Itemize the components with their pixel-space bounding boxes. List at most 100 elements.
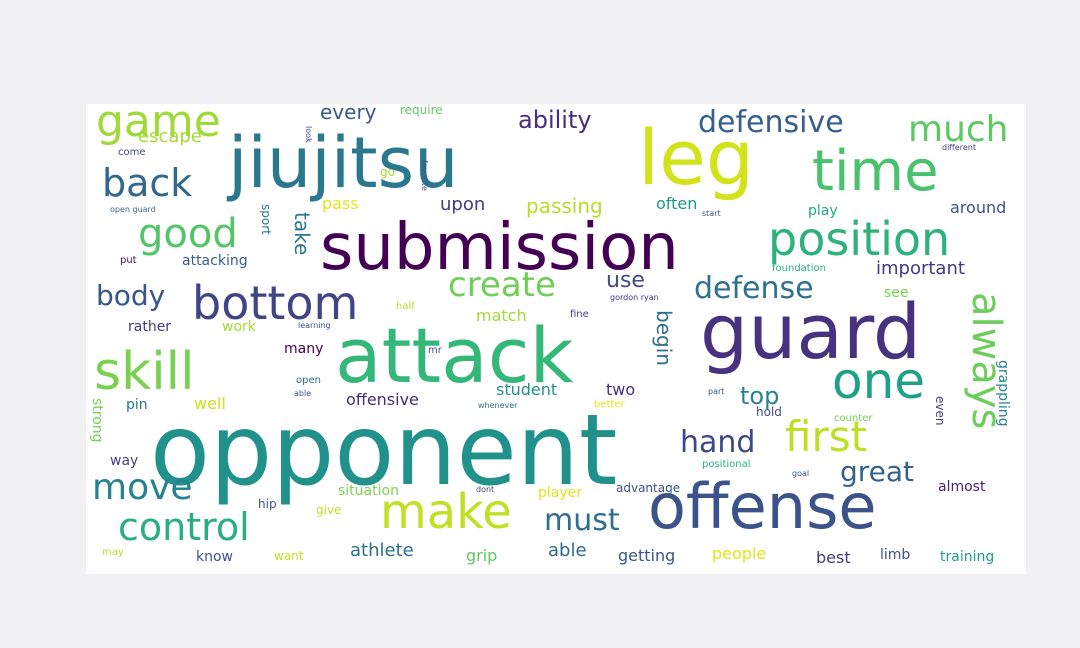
word-whenever: whenever <box>478 401 518 410</box>
word-learning: learning <box>298 321 331 330</box>
word-good: good <box>138 211 238 257</box>
word-control: control <box>118 505 250 549</box>
word-guard: guard <box>700 287 922 376</box>
word-grappling: grappling <box>995 360 1011 427</box>
word-jiujitsu: jiujitsu <box>228 122 459 204</box>
word-able: able <box>294 389 312 398</box>
word-make: make <box>380 484 512 540</box>
word-situation: situation <box>338 483 399 499</box>
word-time: time <box>812 139 939 204</box>
word-may: may <box>102 547 124 558</box>
word-see: see <box>884 285 909 301</box>
word-often: often <box>656 194 698 213</box>
word-give: give <box>316 503 342 517</box>
word-defense: defense <box>694 271 814 306</box>
word-way: way <box>110 453 139 469</box>
word-every: every <box>320 104 377 124</box>
word-favorite: favorite <box>420 160 429 191</box>
word-sport: sport <box>259 204 273 235</box>
word-half: half <box>396 301 415 312</box>
word-create: create <box>448 265 556 305</box>
word-pin: pin <box>126 397 148 413</box>
word-different: different <box>942 143 976 152</box>
word-pass: pass <box>322 194 359 213</box>
word-limb: limb <box>880 547 911 563</box>
word-move: move <box>92 467 193 508</box>
word-leg: leg <box>638 113 755 202</box>
word-better: better <box>594 399 625 410</box>
word-open: open <box>296 375 321 386</box>
word-player: player <box>538 485 583 501</box>
word-body: body <box>96 279 166 312</box>
word-passing: passing <box>526 194 603 218</box>
word-almost: almost <box>938 479 986 495</box>
word-people: people <box>712 544 767 563</box>
word-submission: submission <box>320 211 679 285</box>
word-advantage: advantage <box>616 481 681 495</box>
word-around: around <box>950 198 1007 217</box>
word-dont: dont <box>476 485 495 494</box>
word-hip: hip <box>258 497 277 511</box>
word-athlete: athlete <box>350 540 414 561</box>
word-defensive: defensive <box>698 105 844 140</box>
word-important: important <box>876 258 965 279</box>
word-game: game <box>96 104 221 147</box>
word-student: student <box>496 380 558 399</box>
word-put: put <box>120 255 137 266</box>
word-grip: grip <box>466 546 498 565</box>
word-ability: ability <box>518 106 592 134</box>
word-bottom: bottom <box>192 276 359 330</box>
word-hand: hand <box>680 425 756 460</box>
word-fine: fine <box>570 309 589 320</box>
word-much: much <box>908 109 1009 150</box>
word-go: go <box>380 165 395 179</box>
word-start: start <box>702 209 721 218</box>
word-top: top <box>740 382 780 410</box>
word-begin: begin <box>652 310 676 366</box>
word-skill: skill <box>94 342 195 402</box>
word-training: training <box>940 549 995 565</box>
word-getting: getting <box>618 546 676 565</box>
word-open-guard: open guard <box>110 205 156 214</box>
word-rather: rather <box>128 319 172 335</box>
word-require: require <box>400 104 443 117</box>
word-goal: goal <box>792 469 810 478</box>
word-even: even <box>933 396 947 426</box>
word-come: come <box>118 147 146 158</box>
word-know: know <box>196 549 233 565</box>
word-look: look <box>304 126 313 143</box>
word-one: one <box>832 352 926 410</box>
word-play: play <box>808 203 838 219</box>
word-foundation: foundation <box>772 263 826 274</box>
word-must: must <box>544 503 620 538</box>
word-two: two <box>606 380 636 399</box>
word-first: first <box>785 412 868 461</box>
word-opponent: opponent <box>150 394 618 508</box>
word-match: match <box>476 306 527 325</box>
word-hold: hold <box>756 405 782 419</box>
word-back: back <box>102 161 193 205</box>
word-upon: upon <box>440 194 486 215</box>
word-take: take <box>290 212 314 256</box>
word-many: many <box>284 341 324 357</box>
word-cloud-panel: opponent attack jiujitsu submission leg guard… <box>86 104 1026 574</box>
word-positional: positional <box>702 459 751 470</box>
word-part: part <box>708 387 725 396</box>
word-use: use <box>606 268 645 293</box>
word-best: best <box>816 548 851 567</box>
word-able: able <box>548 540 587 561</box>
word-offensive: offensive <box>346 390 419 409</box>
word-well: well <box>194 394 226 413</box>
word-work: work <box>222 319 256 335</box>
word-mr: mr <box>428 345 442 356</box>
word-gordon-ryan: gordon ryan <box>610 293 659 302</box>
word-escape: escape <box>138 126 202 147</box>
word-great: great <box>840 455 915 488</box>
word-position: position <box>768 212 951 266</box>
word-attack: attack <box>335 311 574 400</box>
word-want: want <box>274 549 304 563</box>
word-attacking: attacking <box>182 253 248 269</box>
word-offense: offense <box>648 470 877 543</box>
word-counter: counter <box>834 413 873 424</box>
word-strong: strong <box>89 398 105 443</box>
